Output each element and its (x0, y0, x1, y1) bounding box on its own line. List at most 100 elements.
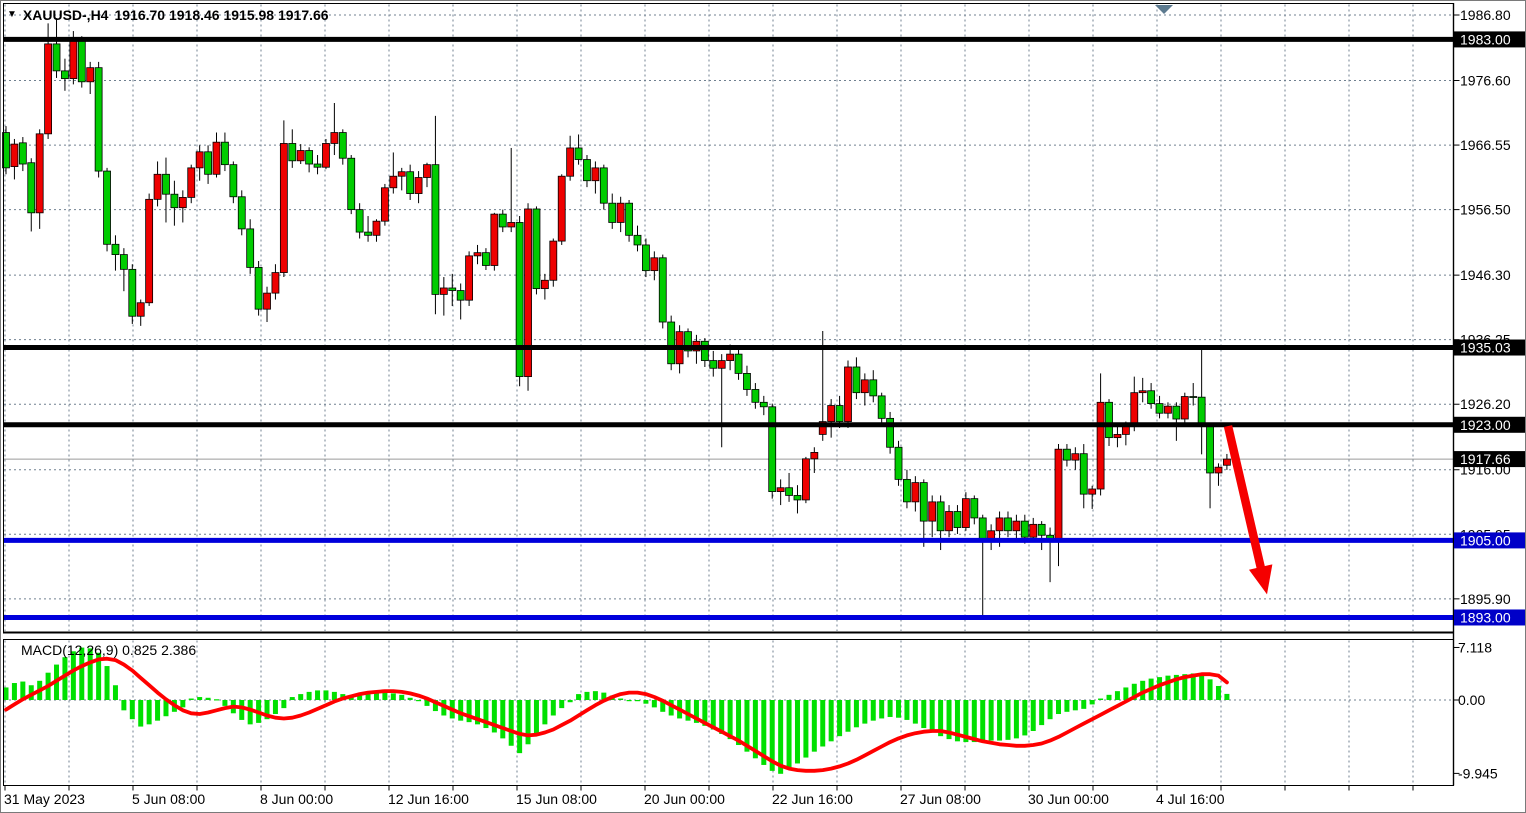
macd-bar (778, 700, 784, 774)
candle (717, 354, 726, 448)
candle (987, 524, 996, 551)
time-tick-label: 8 Jun 00:00 (260, 791, 333, 807)
macd-bar (559, 700, 565, 709)
candle (111, 235, 120, 271)
macd-bar (1013, 700, 1019, 739)
candle (1172, 402, 1181, 441)
macd-bar (752, 700, 758, 759)
macd-bar (828, 700, 834, 742)
candle (86, 61, 95, 95)
candle (94, 61, 103, 178)
candle (961, 492, 970, 531)
candle (263, 286, 271, 323)
price-tick-label: 1966.55 (1460, 137, 1511, 153)
candle (372, 219, 381, 242)
svg-text:1905.00: 1905.00 (1460, 532, 1511, 548)
macd-bar (1072, 700, 1078, 711)
macd-bar (744, 700, 750, 752)
macd-bar (323, 690, 329, 700)
macd-bar (988, 700, 994, 741)
macd-bar (550, 700, 556, 716)
price-axis: 1986.801976.601966.551956.501946.301936.… (1453, 7, 1511, 607)
candle (1071, 447, 1080, 470)
macd-bar (727, 700, 733, 740)
macd-bar (1157, 677, 1163, 700)
candle (793, 485, 802, 514)
candle (1214, 463, 1223, 486)
macd-bar (601, 692, 607, 700)
macd-bar (853, 700, 859, 728)
macd-bar (373, 693, 379, 700)
macd-bar (719, 700, 725, 734)
svg-text:1935.03: 1935.03 (1460, 340, 1511, 356)
candle (810, 447, 819, 473)
candle (1138, 377, 1147, 403)
candle (919, 479, 928, 547)
macd-bar (1047, 700, 1053, 720)
candle (212, 132, 221, 178)
macd-bar (188, 698, 194, 700)
macd-bar (736, 700, 742, 746)
candle (1197, 348, 1206, 455)
level-lines (3, 36, 1454, 620)
candle (953, 505, 962, 534)
candle (827, 399, 836, 438)
candle (52, 18, 61, 78)
panel-borders (3, 3, 1455, 786)
macd-bar (542, 700, 548, 725)
chart-shift-marker-icon[interactable] (1155, 5, 1173, 14)
macd-bar (508, 700, 514, 746)
candle (1147, 383, 1156, 409)
time-tick-label: 20 Jun 00:00 (644, 791, 725, 807)
macd-bar (11, 683, 17, 700)
macd-bar (618, 698, 624, 700)
macd-bar (870, 700, 876, 721)
candle (465, 251, 474, 306)
candle (802, 456, 810, 504)
candles-layer (2, 18, 1231, 616)
macd-bar (1190, 673, 1196, 700)
symbol-list-arrow-icon[interactable]: ▼ (7, 9, 17, 20)
candle (616, 196, 625, 233)
svg-text:1917.66: 1917.66 (1460, 451, 1511, 467)
macd-bar (281, 700, 287, 709)
candle (945, 505, 953, 538)
candle (187, 164, 196, 204)
macd-bar (887, 700, 893, 717)
macd-bar (79, 647, 85, 700)
macd-bar (980, 700, 986, 742)
candle (1180, 392, 1189, 425)
candle (700, 338, 709, 367)
macd-bar (28, 685, 34, 700)
time-tick-label: 30 Jun 00:00 (1028, 791, 1109, 807)
candle (1063, 444, 1071, 467)
candle (2, 126, 10, 175)
chart-title: ▼ XAUUSD-,H4 1916.70 1918.46 1915.98 191… (7, 7, 329, 23)
candle (1079, 444, 1088, 509)
macd-bar (138, 700, 144, 727)
macd-bar (357, 695, 363, 700)
candle (540, 273, 549, 300)
candle (18, 137, 27, 172)
candle (1206, 422, 1214, 509)
macd-bar (87, 648, 93, 700)
macd-bar (146, 700, 152, 725)
candle (709, 350, 718, 377)
macd-bar (214, 699, 219, 701)
svg-text:1983.00: 1983.00 (1460, 31, 1511, 47)
macd-bar (331, 691, 337, 700)
macd-bar (1173, 674, 1179, 700)
candle (271, 264, 280, 300)
macd-bar (1089, 700, 1095, 705)
macd-bar (693, 700, 699, 723)
candle (1046, 527, 1054, 583)
macd-bar (1123, 687, 1129, 700)
candle (599, 164, 608, 210)
macd-bar (1039, 700, 1045, 726)
macd-bar (879, 700, 885, 719)
macd-bar (635, 700, 640, 702)
candle (254, 261, 263, 316)
candle (44, 23, 52, 139)
